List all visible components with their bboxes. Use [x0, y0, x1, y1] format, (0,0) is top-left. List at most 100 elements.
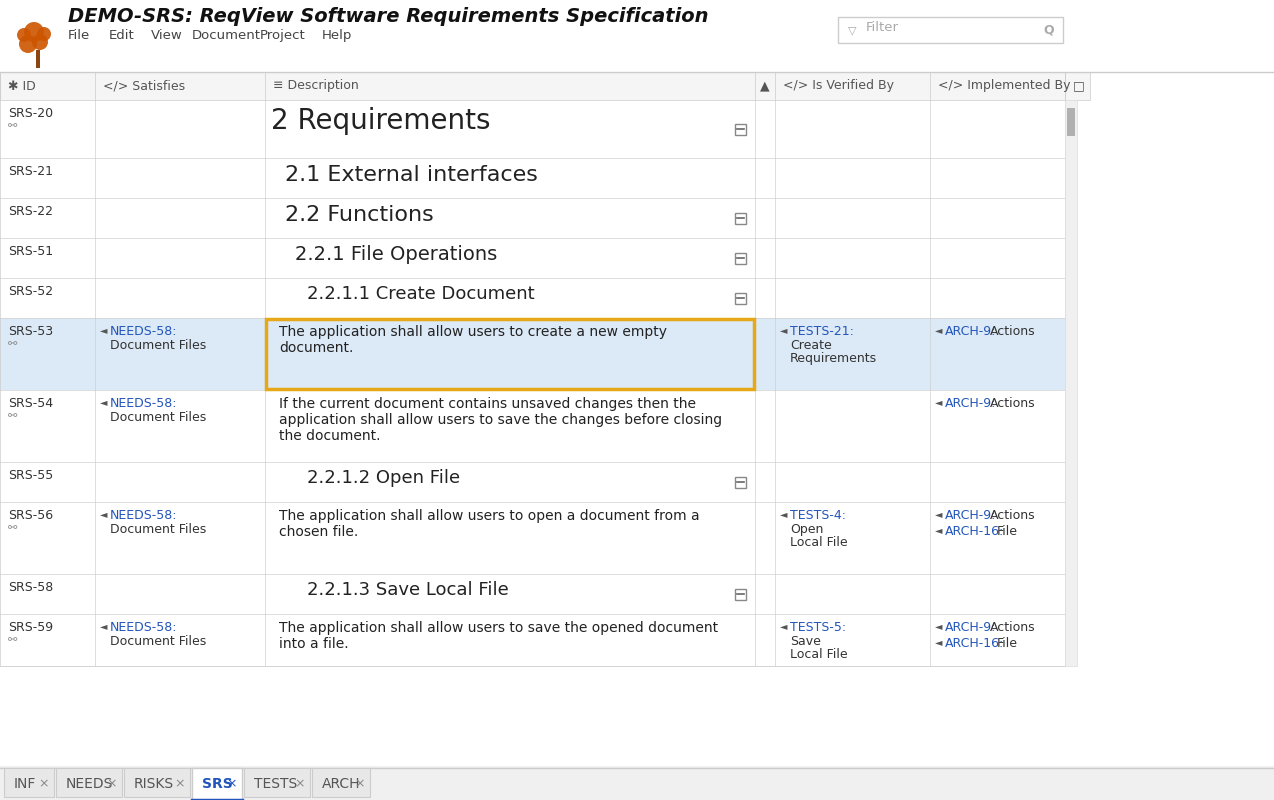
Text: ◄: ◄: [99, 325, 107, 335]
Text: ◄: ◄: [935, 509, 943, 519]
Text: If the current document contains unsaved changes then the
application shall allo: If the current document contains unsaved…: [279, 397, 722, 443]
Text: Document Files: Document Files: [110, 523, 206, 536]
Text: ◄: ◄: [935, 621, 943, 631]
Bar: [0, 462, 1065, 502]
Circle shape: [24, 22, 45, 42]
Bar: [245, 768, 310, 797]
Text: ◄: ◄: [99, 509, 107, 519]
Text: Q: Q: [1043, 23, 1055, 37]
Text: Create: Create: [790, 339, 832, 352]
Text: TESTS-21:: TESTS-21:: [790, 325, 854, 338]
Text: SRS: SRS: [203, 777, 233, 791]
Text: SRS-54: SRS-54: [8, 397, 54, 410]
Text: ◄: ◄: [780, 509, 787, 519]
Bar: [312, 768, 369, 797]
Polygon shape: [36, 50, 39, 68]
Bar: [735, 477, 747, 487]
Text: 2 Requirements: 2 Requirements: [271, 107, 490, 135]
Text: INF: INF: [14, 777, 37, 791]
Text: ARCH-9:: ARCH-9:: [945, 621, 996, 634]
Text: SRS-20: SRS-20: [8, 107, 54, 120]
Text: Save: Save: [790, 635, 820, 648]
Text: ◄: ◄: [780, 325, 787, 335]
Text: ▽: ▽: [847, 25, 856, 35]
Bar: [735, 293, 747, 303]
Text: Actions: Actions: [990, 397, 1036, 410]
Bar: [0, 0, 1274, 72]
Bar: [735, 213, 747, 223]
Text: □: □: [1073, 79, 1084, 93]
Text: ×: ×: [294, 778, 306, 790]
Text: Local File: Local File: [790, 648, 847, 661]
Text: NEEDS: NEEDS: [66, 777, 113, 791]
Text: 2.2 Functions: 2.2 Functions: [285, 205, 433, 225]
Text: Actions: Actions: [990, 509, 1036, 522]
Bar: [735, 123, 747, 134]
Text: </> Is Verified By: </> Is Verified By: [784, 79, 894, 93]
Text: SRS-58: SRS-58: [8, 581, 54, 594]
Text: File: File: [68, 29, 90, 42]
Text: ARCH-9:: ARCH-9:: [945, 509, 996, 522]
Text: Document: Document: [191, 29, 261, 42]
Text: ◄: ◄: [99, 397, 107, 407]
Text: ×: ×: [354, 778, 366, 790]
Bar: [56, 768, 122, 797]
Bar: [0, 318, 1065, 390]
Text: Document Files: Document Files: [110, 411, 206, 424]
Circle shape: [32, 34, 48, 50]
Text: ◄: ◄: [935, 525, 943, 535]
Bar: [838, 17, 1063, 43]
Text: ×: ×: [38, 778, 50, 790]
Bar: [0, 158, 1065, 198]
Text: NEEDS-58:: NEEDS-58:: [110, 621, 177, 634]
Text: SRS-56: SRS-56: [8, 509, 54, 522]
Bar: [0, 72, 1091, 100]
Text: View: View: [150, 29, 182, 42]
Bar: [1068, 108, 1075, 136]
Text: TESTS-4:: TESTS-4:: [790, 509, 846, 522]
Text: </> Satisfies: </> Satisfies: [103, 79, 185, 93]
Text: ◄: ◄: [99, 621, 107, 631]
Text: Local File: Local File: [790, 536, 847, 549]
Text: ×: ×: [227, 778, 237, 790]
Bar: [1065, 100, 1077, 666]
Bar: [735, 253, 747, 263]
Text: ◄: ◄: [935, 397, 943, 407]
Text: Open: Open: [790, 523, 823, 536]
Text: ×: ×: [107, 778, 117, 790]
Text: ARCH-9:: ARCH-9:: [945, 397, 996, 410]
Bar: [0, 100, 1065, 158]
Text: ×: ×: [175, 778, 185, 790]
Text: SRS-52: SRS-52: [8, 285, 54, 298]
Text: 2.2.1 File Operations: 2.2.1 File Operations: [296, 245, 497, 264]
Text: Document Files: Document Files: [110, 635, 206, 648]
Text: ◄: ◄: [780, 621, 787, 631]
Text: File: File: [996, 637, 1018, 650]
Circle shape: [19, 35, 37, 53]
Text: TESTS-5:: TESTS-5:: [790, 621, 846, 634]
Text: ⚯: ⚯: [8, 635, 18, 645]
Text: Filter: Filter: [866, 21, 899, 34]
Bar: [0, 614, 1065, 666]
Bar: [0, 766, 1274, 800]
Text: ⚯: ⚯: [8, 121, 18, 131]
Text: Actions: Actions: [990, 325, 1036, 338]
Text: NEEDS-58:: NEEDS-58:: [110, 509, 177, 522]
Text: ◄: ◄: [935, 325, 943, 335]
Bar: [0, 574, 1065, 614]
Circle shape: [17, 28, 31, 42]
Text: SRS-53: SRS-53: [8, 325, 54, 338]
Text: ⚯: ⚯: [8, 523, 18, 533]
Text: ⚯: ⚯: [8, 411, 18, 421]
Bar: [0, 502, 1065, 574]
Text: The application shall allow users to open a document from a
chosen file.: The application shall allow users to ope…: [279, 509, 699, 539]
Text: 2.2.1.2 Open File: 2.2.1.2 Open File: [307, 469, 460, 487]
Text: TESTS: TESTS: [254, 777, 297, 791]
Text: SRS-59: SRS-59: [8, 621, 54, 634]
Text: ARCH-16:: ARCH-16:: [945, 525, 1004, 538]
Text: NEEDS-58:: NEEDS-58:: [110, 325, 177, 338]
Text: The application shall allow users to create a new empty
document.: The application shall allow users to cre…: [279, 325, 668, 355]
Text: ⚯: ⚯: [8, 339, 18, 349]
Text: SRS-21: SRS-21: [8, 165, 54, 178]
Text: 2.1 External interfaces: 2.1 External interfaces: [285, 165, 538, 185]
